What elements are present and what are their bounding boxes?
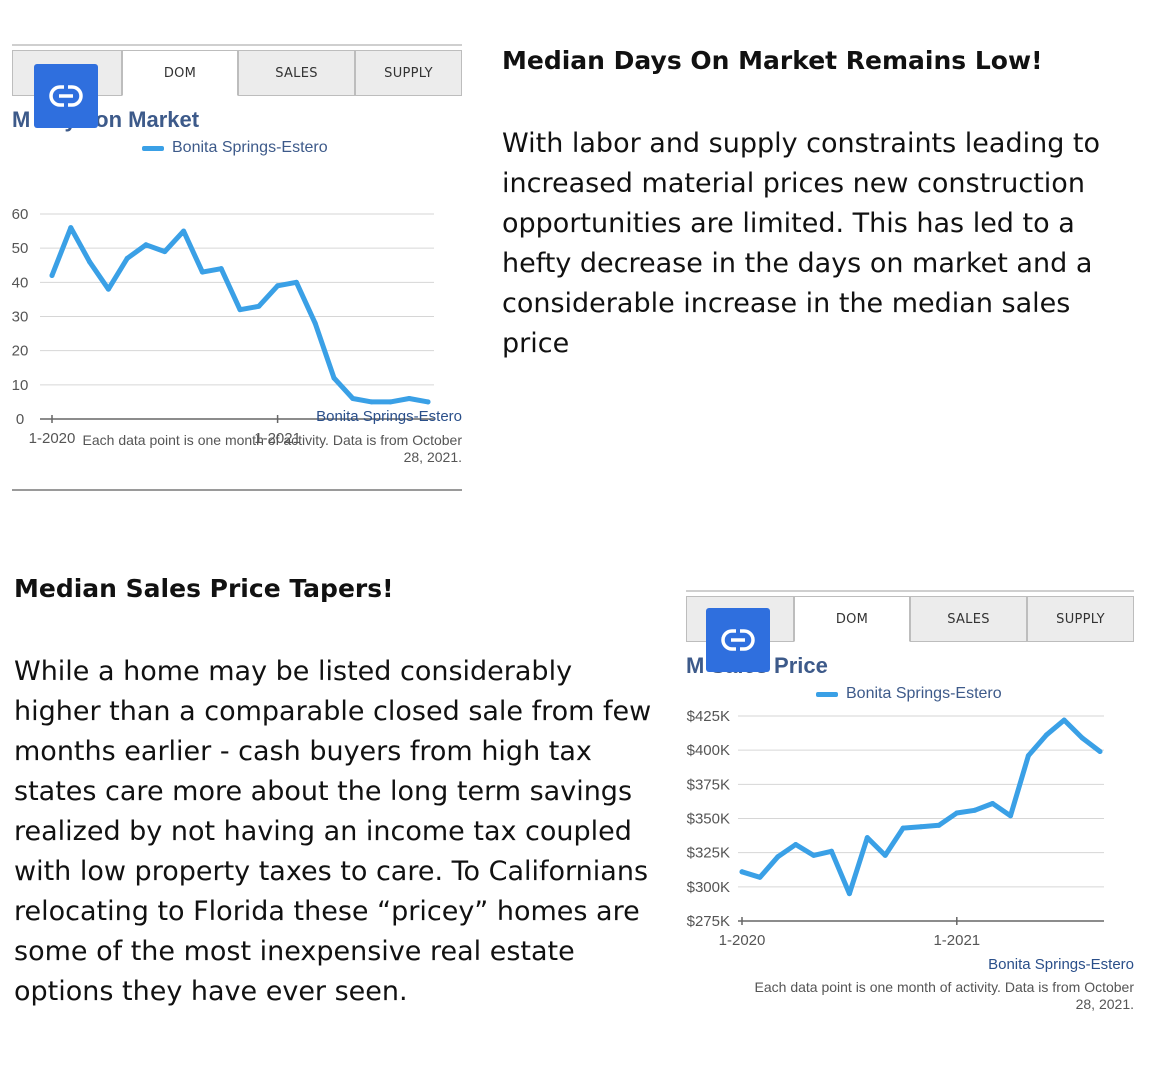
legend-label: Bonita Springs-Estero	[172, 139, 328, 156]
data-point	[793, 841, 799, 847]
tab-sales[interactable]: SALES	[910, 596, 1027, 642]
y-tick-label: $425K	[687, 708, 730, 725]
section1-paragraph: With labor and supply constraints leadin…	[502, 128, 1101, 359]
data-point	[350, 396, 356, 401]
link-icon	[721, 628, 755, 652]
copy-link-button[interactable]	[706, 608, 770, 672]
data-point	[256, 303, 262, 309]
chart-tabs: DOM SALES SUPPLY	[686, 590, 1134, 644]
chart-note: Each data point is one month of activity…	[686, 979, 1134, 1013]
data-point	[312, 320, 318, 326]
y-tick-label: $300K	[687, 879, 730, 896]
data-point	[331, 375, 337, 381]
sales-chart-widget: DOM SALES SUPPLY M Sales Price Bonita Sp…	[686, 590, 1134, 1030]
data-point	[1043, 732, 1049, 738]
y-tick-label: 60	[12, 206, 29, 223]
x-tick-label: 1-2020	[29, 430, 76, 447]
tab-sales[interactable]: SALES	[238, 50, 355, 96]
y-tick-label: 10	[12, 377, 29, 394]
data-point	[1079, 735, 1085, 741]
tab-dom[interactable]: DOM	[122, 50, 238, 96]
data-point	[757, 874, 763, 880]
data-point	[218, 266, 224, 272]
data-point	[829, 848, 834, 854]
note-line-1: Each data point is one month of activity…	[754, 979, 1134, 995]
x-tick-label: 1-2020	[719, 932, 766, 949]
data-point	[199, 269, 205, 275]
data-point	[936, 822, 942, 828]
chart-tabs: DOM SALES SUPPLY	[12, 44, 462, 98]
data-point	[293, 279, 299, 285]
chart-legend: Bonita Springs-Estero	[816, 685, 1002, 703]
data-point	[775, 854, 781, 860]
data-point	[900, 825, 906, 831]
data-point	[739, 869, 745, 875]
data-point	[864, 835, 870, 841]
data-point	[275, 283, 281, 289]
dom-line-chart: 0 10 20 30 40 50 60 1-2020 1-2021	[12, 206, 434, 447]
data-point	[918, 824, 924, 830]
legend-swatch	[142, 145, 164, 151]
link-icon	[49, 84, 83, 108]
chart-source: Bonita Springs-Estero	[988, 956, 1134, 973]
tab-supply[interactable]: SUPPLY	[355, 50, 462, 96]
data-point	[425, 399, 431, 405]
y-tick-label: $275K	[687, 913, 730, 930]
divider	[12, 489, 462, 491]
data-point	[954, 810, 960, 816]
data-point	[124, 255, 130, 261]
data-point	[87, 259, 93, 265]
data-point	[387, 399, 393, 405]
chart-legend: Bonita Springs-Estero	[142, 139, 328, 157]
data-point	[105, 286, 111, 292]
data-point	[882, 852, 888, 858]
chart-source: Bonita Springs-Estero	[316, 408, 462, 425]
y-tick-label: 20	[12, 343, 29, 360]
data-point	[1097, 749, 1103, 755]
data-point	[181, 228, 187, 234]
sales-line-chart: $275K $300K $325K $350K $375K $400K $425K 1-202…	[687, 708, 1104, 949]
section2-paragraph: While a home may be listed considerably …	[14, 656, 652, 1007]
legend-label: Bonita Springs-Estero	[846, 685, 1002, 702]
data-point	[162, 249, 168, 255]
y-tick-label: $375K	[687, 776, 730, 793]
series-line	[739, 717, 1103, 897]
y-tick-label: 50	[12, 240, 29, 257]
data-point	[369, 399, 375, 405]
y-tick-label: $325K	[687, 845, 730, 862]
note-line-2: 28, 2021.	[403, 449, 462, 465]
data-point	[237, 307, 243, 313]
data-point	[1061, 717, 1067, 723]
legend-swatch	[816, 691, 838, 697]
y-tick-label: 40	[12, 274, 29, 291]
data-point	[406, 396, 412, 401]
y-tick-label: 0	[16, 411, 24, 428]
data-point	[811, 852, 817, 858]
data-point	[68, 225, 74, 231]
tab-supply[interactable]: SUPPLY	[1027, 596, 1134, 642]
data-point	[846, 891, 852, 897]
y-tick-label: $400K	[687, 742, 730, 759]
data-point	[990, 800, 996, 806]
y-tick-label: $350K	[687, 811, 730, 828]
note-line-1: Each data point is one month of activity…	[82, 432, 462, 448]
dom-chart-widget: DOM SALES SUPPLY M Days on Market Bonita…	[12, 44, 462, 494]
x-tick-label: 1-2021	[933, 932, 980, 949]
tab-dom[interactable]: DOM	[794, 596, 910, 642]
data-point	[1025, 753, 1031, 759]
series-line	[49, 225, 431, 405]
chart-note: Each data point is one month of activity…	[12, 432, 462, 466]
section1-heading: Median Days On Market Remains Low!	[502, 46, 1043, 75]
data-point	[143, 242, 149, 248]
y-tick-label: 30	[12, 309, 29, 326]
copy-link-button[interactable]	[34, 64, 98, 128]
x-tick-label: 1-2021	[254, 430, 301, 447]
data-point	[972, 807, 978, 813]
data-point	[1008, 813, 1013, 819]
section2-heading: Median Sales Price Tapers!	[14, 574, 394, 603]
data-point	[49, 273, 55, 278]
note-line-2: 28, 2021.	[1075, 996, 1134, 1012]
